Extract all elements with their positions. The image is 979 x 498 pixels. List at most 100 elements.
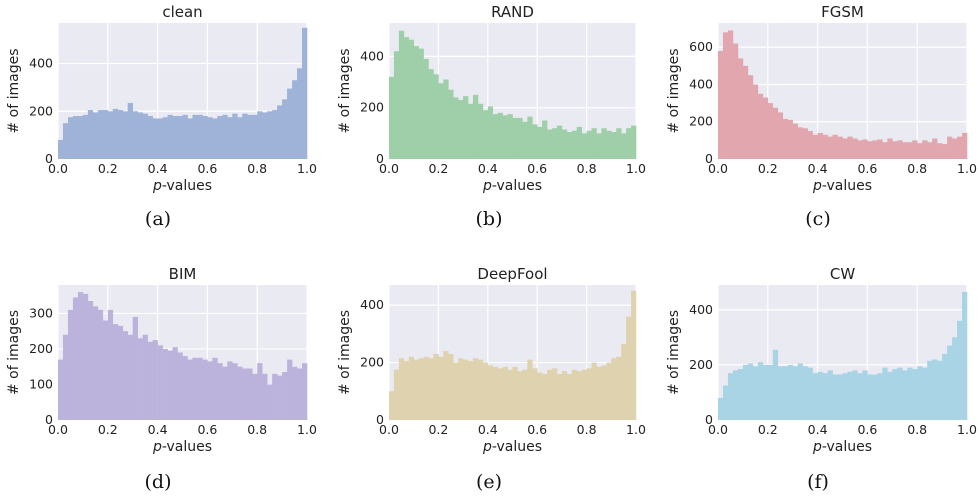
histogram-bar <box>616 356 622 420</box>
histogram-panel-rand: RAND 0.0 0.2 0.4 0.6 0.8 1.0 0 200 400 p-values # o… <box>337 3 646 230</box>
x-tick-label: 0.0 <box>708 161 728 176</box>
histogram-bar <box>631 290 637 420</box>
histogram-bar <box>626 316 632 420</box>
histogram-bar <box>453 97 459 159</box>
histogram-bar <box>732 370 739 420</box>
histogram-bar <box>912 369 918 420</box>
histogram-panel-clean: clean 0.0 0.2 0.4 0.6 0.8 1.0 0 200 400 p-values # … <box>6 3 317 230</box>
histogram-bar <box>827 136 833 159</box>
y-tick-label: 0 <box>705 151 713 166</box>
histogram-bar <box>398 30 405 159</box>
histogram-bar <box>142 334 148 420</box>
histogram-bar <box>403 37 410 160</box>
histogram-bar <box>282 99 288 159</box>
histogram-bar <box>722 32 729 160</box>
histogram-bar <box>418 358 424 420</box>
x-tick-label: 0.0 <box>708 422 728 437</box>
histogram-bar <box>482 110 489 159</box>
histogram-bar <box>952 337 958 420</box>
histogram-bar <box>458 99 464 159</box>
histogram-bar <box>517 117 523 159</box>
histogram-bar <box>92 112 99 159</box>
histogram-bar <box>537 126 543 159</box>
histogram-bar <box>87 300 94 420</box>
histogram-bar <box>757 93 764 159</box>
histogram-bar <box>167 350 173 420</box>
histogram-bar <box>142 113 148 159</box>
histogram-bar <box>207 117 213 159</box>
histogram-bar <box>556 374 563 420</box>
histogram-bar <box>907 142 913 159</box>
histogram-bar <box>937 360 943 420</box>
histogram-bar <box>837 374 843 420</box>
histogram-bar <box>62 123 69 159</box>
x-tick-label: 1.0 <box>626 422 646 437</box>
histogram-bar <box>438 356 444 420</box>
histogram-bar <box>842 138 848 159</box>
histogram-bar <box>197 357 203 420</box>
histogram-bar <box>797 363 803 420</box>
histogram-bar <box>591 128 597 159</box>
histogram-bar <box>542 374 548 420</box>
x-axis-label: p-values <box>812 439 872 455</box>
histogram-panel-cw: CW 0.0 0.2 0.4 0.6 0.8 1.0 0 200 400 p-values # of … <box>666 265 977 493</box>
x-tick-label: 0.2 <box>428 422 448 437</box>
histogram-bar <box>747 75 754 159</box>
histogram-bar <box>872 140 878 159</box>
y-axis-label: # of images <box>6 48 22 133</box>
histogram-bar <box>596 366 602 420</box>
histogram-bar <box>468 361 474 420</box>
subfigure-caption: (a) <box>145 208 171 230</box>
histogram-bar <box>237 117 243 159</box>
y-axis-label: # of images <box>666 310 682 395</box>
histogram-bar <box>522 121 528 159</box>
y-tick-label: 100 <box>29 376 53 391</box>
histogram-bar <box>393 369 400 420</box>
x-tick-label: 1.0 <box>957 422 977 437</box>
histogram-bar <box>917 366 923 420</box>
histogram-bar <box>852 370 858 420</box>
histogram-bar <box>762 97 769 159</box>
histogram-bar <box>423 58 429 159</box>
histogram-bar <box>767 364 774 420</box>
histogram-bar <box>477 359 484 420</box>
histogram-bar <box>107 309 114 420</box>
histogram-bar <box>867 374 873 420</box>
histogram-bar <box>787 364 793 420</box>
histogram-bar <box>147 116 153 159</box>
subfigure-caption: (e) <box>476 471 502 493</box>
x-tick-label: 0.6 <box>527 422 547 437</box>
histogram-bar <box>747 363 754 420</box>
histogram-bar <box>182 356 188 420</box>
histogram-bar <box>127 334 133 420</box>
histogram-bar <box>927 142 933 159</box>
histogram-bar <box>631 125 637 159</box>
histogram-bar <box>58 359 64 420</box>
histogram-bar <box>252 114 258 159</box>
histogram-bar <box>907 367 913 420</box>
histogram-bar <box>182 114 188 159</box>
chart-title: RAND <box>491 3 534 21</box>
y-tick-label: 200 <box>29 103 53 118</box>
chart-title: BIM <box>169 265 197 283</box>
histogram-bar <box>297 68 303 159</box>
histogram-bar <box>957 136 963 159</box>
histogram-bar <box>468 103 474 159</box>
histogram-bar <box>197 114 203 159</box>
x-tick-label: 0.2 <box>98 161 118 176</box>
histogram-bar <box>532 368 538 420</box>
histogram-bar <box>812 134 818 159</box>
x-tick-label: 0.8 <box>907 422 927 437</box>
histogram-bar <box>927 360 933 420</box>
histogram-bar <box>438 83 444 159</box>
histogram-bar <box>782 118 789 159</box>
x-tick-label: 1.0 <box>297 422 317 437</box>
histogram-bar <box>611 132 617 159</box>
histogram-bar <box>962 132 968 159</box>
histogram-bar <box>448 89 454 159</box>
histogram-bar <box>527 116 533 159</box>
histogram-bar <box>212 357 218 420</box>
histogram-bar <box>302 27 308 160</box>
y-tick-label: 0 <box>45 412 53 427</box>
